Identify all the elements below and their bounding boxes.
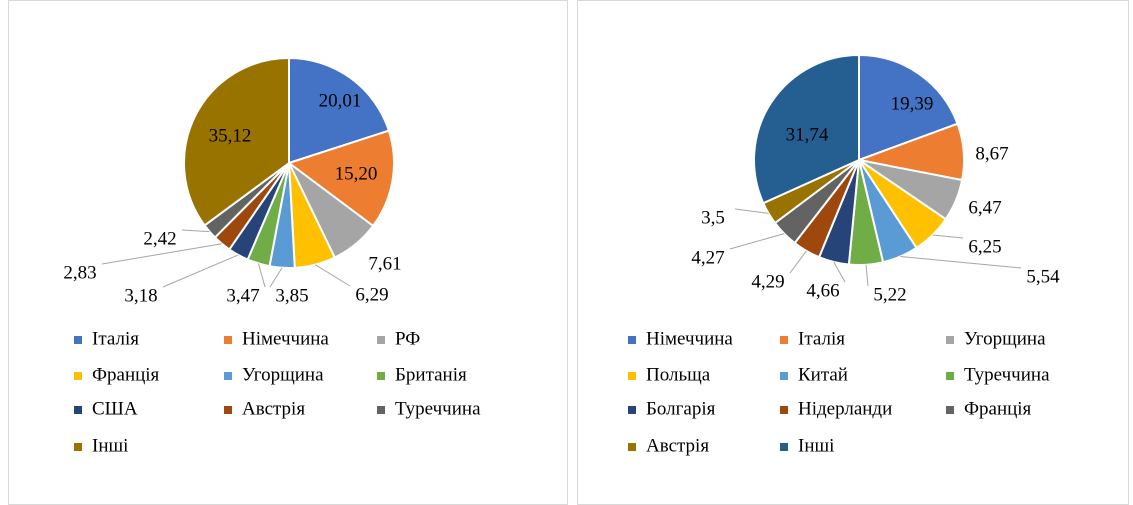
legend-marker <box>628 336 636 344</box>
legend-marker <box>780 336 788 344</box>
data-label: 3,18 <box>124 285 157 306</box>
legend-label: Угорщина <box>964 328 1046 349</box>
legend-label: Німеччина <box>646 328 733 349</box>
leader-line <box>833 261 846 283</box>
data-label: 6,29 <box>355 284 388 305</box>
data-label: 5,54 <box>1026 266 1060 287</box>
data-label: 2,83 <box>63 262 96 283</box>
pie-slice <box>753 53 860 205</box>
legend-label: Китай <box>798 364 848 385</box>
data-label: 5,22 <box>873 284 906 305</box>
legend-marker <box>224 336 232 344</box>
legend-marker <box>377 336 385 344</box>
legend-label: Австрія <box>242 398 305 419</box>
data-label: 6,47 <box>968 197 1001 218</box>
legend-marker <box>74 372 82 380</box>
pie-slice <box>183 56 290 227</box>
legend-label: Туреччина <box>395 398 481 419</box>
data-label: 15,20 <box>335 163 378 184</box>
data-label: 4,27 <box>691 247 724 268</box>
legend-label: Франція <box>92 364 160 385</box>
leader-line <box>257 263 266 288</box>
leader-line <box>269 267 283 288</box>
leader-line <box>181 229 210 233</box>
legend-label: РФ <box>395 328 420 349</box>
legend-label: Болгарія <box>646 398 716 419</box>
legend-label: США <box>92 398 138 419</box>
legend-marker <box>377 406 385 414</box>
legend-label: Нідерланди <box>798 398 892 419</box>
data-label: 6,25 <box>968 236 1001 257</box>
legend-marker <box>224 406 232 414</box>
legend-marker <box>628 406 636 414</box>
data-label: 20,01 <box>319 90 362 111</box>
legend-marker <box>946 372 954 380</box>
data-label: 3,85 <box>275 285 308 306</box>
pie-slice <box>286 129 395 228</box>
leader-line <box>789 250 807 274</box>
data-label: 19,39 <box>891 93 934 114</box>
leader-line <box>734 208 769 214</box>
legend-marker <box>780 443 788 451</box>
legend-label: Інші <box>92 435 128 456</box>
legend-label: Німеччина <box>242 328 329 349</box>
legend-label: Італія <box>92 328 139 349</box>
legend-marker <box>946 406 954 414</box>
legend-marker <box>377 372 385 380</box>
legend-marker <box>780 406 788 414</box>
data-label: 31,74 <box>786 124 829 145</box>
legend-marker <box>224 372 232 380</box>
leader-line <box>729 233 785 250</box>
legend-label: Італія <box>798 328 845 349</box>
legend-marker <box>946 336 954 344</box>
data-label: 4,29 <box>751 271 784 292</box>
pie-slice <box>288 56 391 165</box>
legend-marker <box>628 443 636 451</box>
data-label: 3,5 <box>701 207 725 228</box>
legend-label: Польща <box>646 364 711 385</box>
legend-marker <box>74 406 82 414</box>
leader-line <box>315 264 351 287</box>
leader-line <box>900 255 1022 269</box>
data-label: 7,61 <box>368 253 401 274</box>
legend-label: Інші <box>798 435 834 456</box>
legend-label: Угорщина <box>242 364 324 385</box>
data-label: 8,67 <box>975 143 1008 164</box>
leader-line <box>865 264 869 287</box>
legend-label: Туреччина <box>964 364 1050 385</box>
data-label: 4,66 <box>806 280 839 301</box>
data-label: 2,42 <box>143 228 176 249</box>
legend-label: Британія <box>395 364 467 385</box>
leader-line <box>162 254 239 288</box>
legend-label: Австрія <box>646 435 709 456</box>
legend-marker <box>74 443 82 451</box>
legend-marker <box>780 372 788 380</box>
legend-marker <box>628 372 636 380</box>
legend-marker <box>74 336 82 344</box>
pie-slice <box>858 53 959 162</box>
leader-line <box>101 243 222 265</box>
legend-label: Франція <box>964 398 1032 419</box>
leader-line <box>932 234 964 239</box>
data-label: 3,47 <box>226 285 259 306</box>
data-label: 35,12 <box>209 125 252 146</box>
